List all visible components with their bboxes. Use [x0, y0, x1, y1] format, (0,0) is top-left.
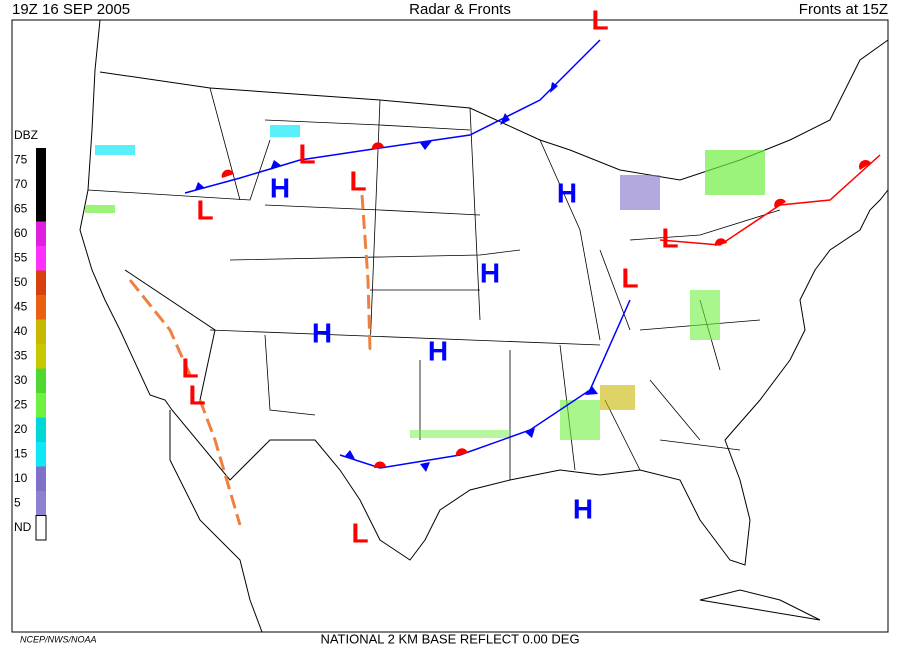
radar-echo [560, 400, 600, 440]
legend-swatch [36, 344, 46, 369]
legend-title: DBZ [14, 128, 38, 142]
radar-echo [85, 205, 115, 213]
pressure-center: L [661, 222, 678, 253]
front-barb [500, 113, 510, 125]
legend-swatch [35, 515, 47, 541]
legend-label: 40 [14, 324, 28, 338]
legend-label: 5 [14, 495, 21, 509]
baja [169, 410, 263, 633]
legend-swatch [36, 319, 46, 344]
pressure-center: L [188, 379, 205, 410]
fronts [128, 39, 881, 526]
radar-echo [600, 385, 635, 410]
legend-swatch [36, 221, 46, 246]
trough [360, 194, 372, 351]
legend-label: 35 [14, 348, 28, 362]
pressure-center: H [270, 172, 290, 203]
front-barb [195, 182, 205, 190]
pressure-center: H [312, 317, 332, 348]
front-barb [420, 462, 430, 472]
legend-label: 70 [14, 177, 28, 191]
radar-echo [705, 150, 765, 195]
pressure-center: L [591, 4, 608, 35]
legend-label: ND [14, 520, 32, 534]
legend-label: 50 [14, 275, 28, 289]
front-barb [345, 450, 355, 459]
legend-swatch [36, 442, 46, 467]
cuba [699, 589, 821, 621]
legend-swatch [36, 197, 46, 222]
legend-swatch [36, 466, 46, 491]
pressure-center: H [428, 335, 448, 366]
credit: NCEP/NWS/NOAA [20, 634, 97, 644]
map-frame [11, 19, 889, 633]
radar-echo [690, 290, 720, 340]
legend-label: 60 [14, 226, 28, 240]
legend-swatch [36, 270, 46, 295]
legend-swatch [36, 148, 46, 173]
header-title: Radar & Fronts [409, 1, 511, 18]
pressure-center: H [573, 493, 593, 524]
front-barb [585, 386, 598, 395]
radar-echo [620, 175, 660, 210]
legend-swatch [36, 491, 46, 516]
legend-label: 65 [14, 201, 28, 215]
header-fronts: Fronts at 15Z [799, 1, 888, 18]
legend-swatch [36, 368, 46, 393]
radar-echo [95, 145, 135, 155]
header-time: 19Z 16 SEP 2005 [12, 1, 130, 18]
legend-label: 45 [14, 299, 28, 313]
legend-label: 25 [14, 397, 28, 411]
legend-swatch [36, 295, 46, 320]
geography [79, 19, 889, 633]
pressure-center: L [349, 165, 366, 196]
pressure-center: L [298, 138, 315, 169]
pressure-center: H [557, 177, 577, 208]
front-barb [270, 160, 282, 170]
legend-swatch [36, 417, 46, 442]
radar-echo [270, 125, 300, 137]
legend: DBZ 75 70 65 60 55 50 45 40 35 30 25 20 15 10 5 ND [14, 128, 47, 541]
pressure-center: L [181, 352, 198, 383]
legend-label: 15 [14, 446, 28, 460]
pressure-center: L [351, 517, 368, 548]
pressure-center: L [621, 262, 638, 293]
pressure-center: L [196, 194, 213, 225]
legend-swatch [36, 246, 46, 271]
radar-echoes [85, 125, 765, 440]
front-barb [420, 141, 432, 150]
legend-swatch [36, 393, 46, 418]
legend-label: 75 [14, 152, 28, 166]
legend-label: 30 [14, 373, 28, 387]
legend-label: 10 [14, 471, 28, 485]
product-label: NATIONAL 2 KM BASE REFLECT 0.00 DEG [320, 631, 579, 646]
legend-label: 55 [14, 250, 28, 264]
trough [128, 279, 192, 376]
legend-swatch [36, 172, 46, 197]
pressure-center: H [480, 257, 500, 288]
front-barb [550, 82, 558, 93]
front-barb [525, 428, 535, 438]
radar-echo [410, 430, 510, 438]
legend-label: 20 [14, 422, 28, 436]
coastline [79, 19, 889, 566]
cold-front [339, 299, 631, 469]
trough [198, 399, 242, 526]
